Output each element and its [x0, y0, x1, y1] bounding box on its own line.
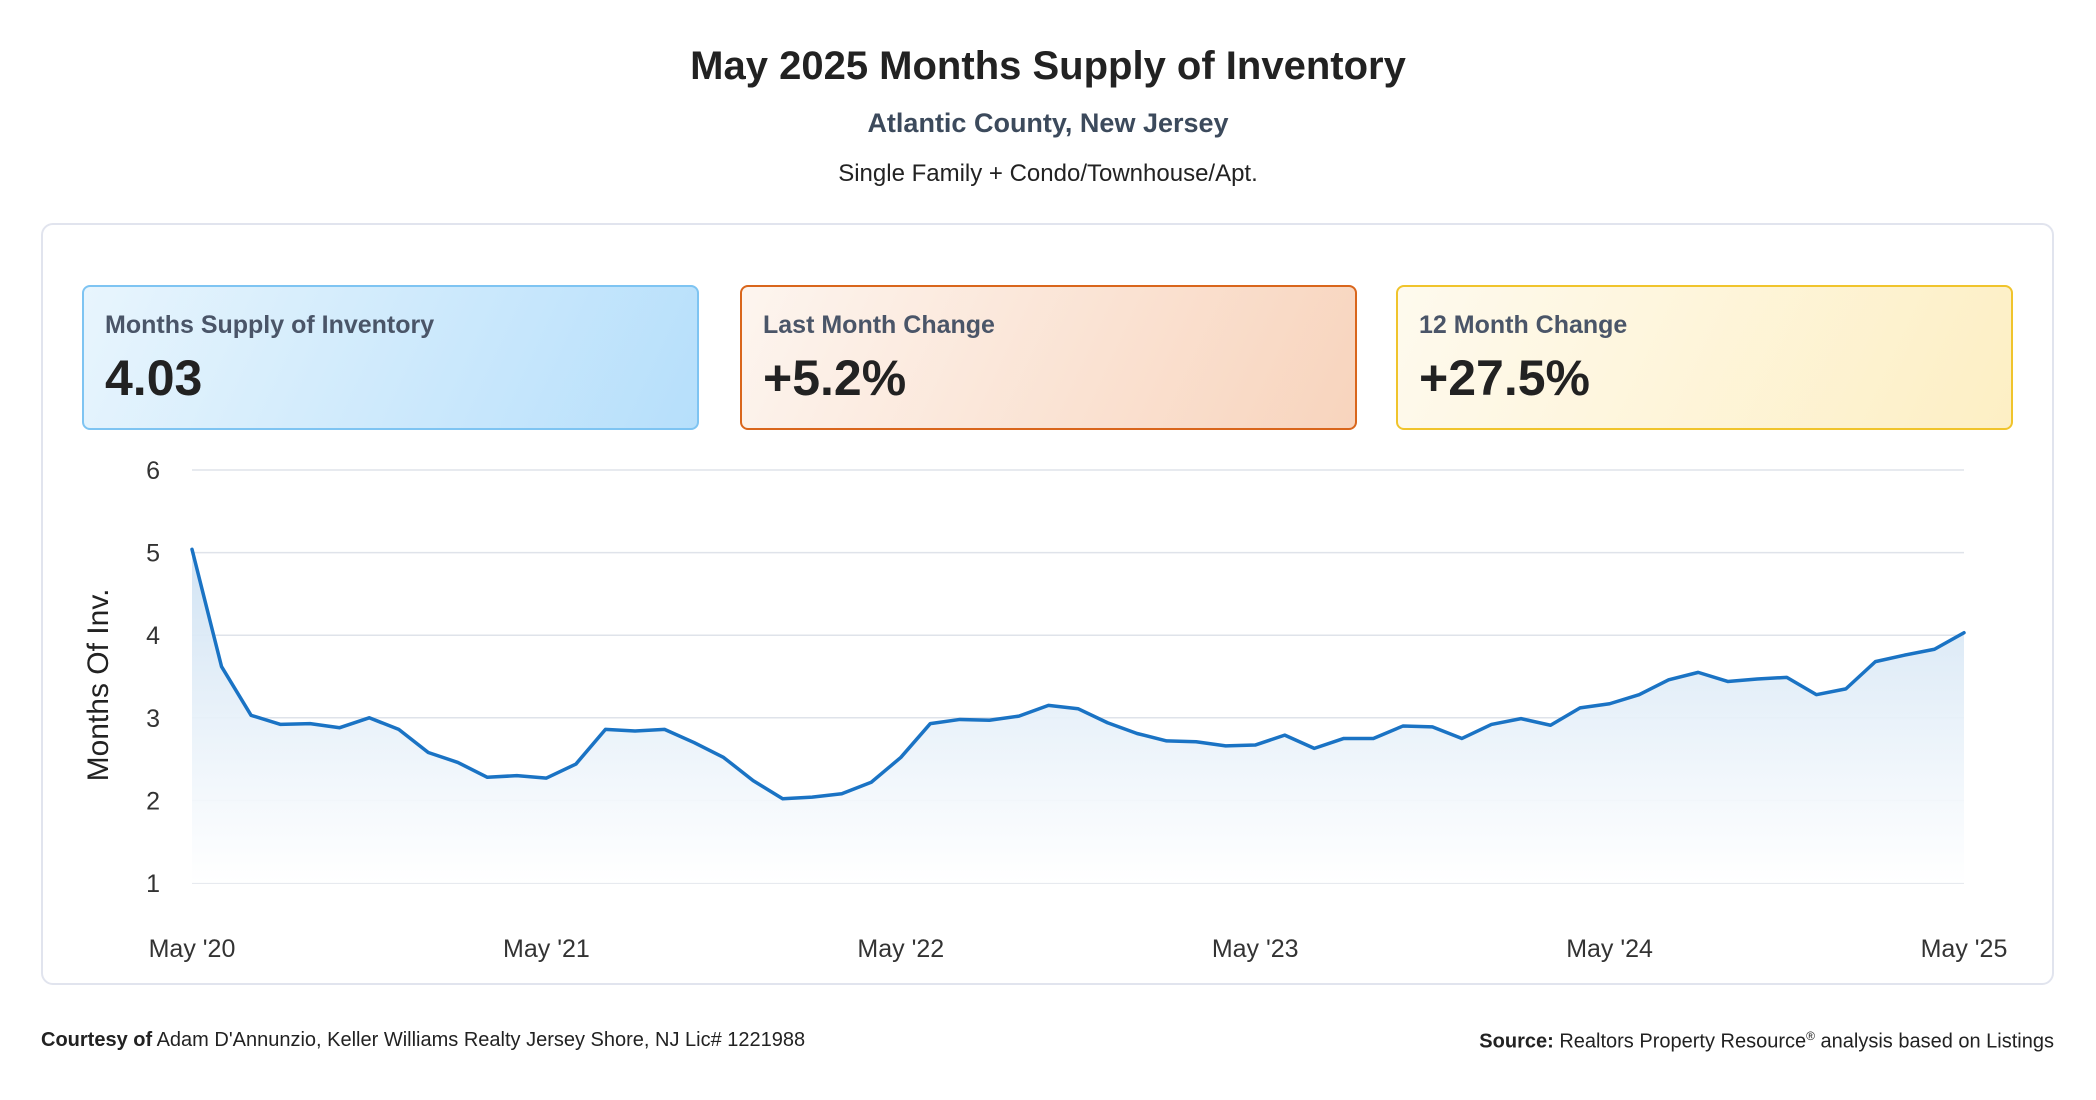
card-12-month-change: 12 Month Change +27.5% — [1396, 285, 2013, 430]
source-line: Source: Realtors Property Resource® anal… — [1479, 1029, 2054, 1054]
y-tick-label: 2 — [146, 787, 160, 815]
x-tick-label: May '24 — [1566, 935, 1653, 963]
series-line-path — [190, 547, 1966, 801]
courtesy-label: Courtesy of — [41, 1029, 153, 1051]
y-axis-ticks: 1 2 3 4 5 6 — [146, 457, 160, 898]
courtesy-text: Adam D'Annunzio, Keller Williams Realty … — [156, 1029, 806, 1051]
x-tick-label: May '20 — [149, 935, 236, 963]
y-tick-label: 1 — [146, 870, 160, 898]
card-last-month-change: Last Month Change +5.2% — [740, 285, 1357, 430]
y-axis-title: Months Of Inv. — [82, 589, 115, 782]
source-text-suffix: analysis based on Listings — [1820, 1030, 2054, 1053]
area-fill — [192, 549, 1964, 883]
card-label: Months Supply of Inventory — [105, 311, 435, 339]
card-label: Last Month Change — [763, 311, 995, 339]
card-value: +5.2% — [763, 350, 907, 406]
x-tick-label: May '22 — [857, 935, 944, 963]
y-tick-label: 5 — [146, 540, 160, 568]
card-value: +27.5% — [1419, 350, 1590, 406]
source-label: Source: — [1479, 1030, 1554, 1053]
y-tick-label: 6 — [146, 457, 160, 485]
x-tick-label: May '21 — [503, 935, 590, 963]
y-tick-label: 3 — [146, 705, 160, 733]
x-axis-ticks: May '20 May '21 May '22 May '23 May '24 May '… — [149, 935, 2008, 963]
area-fill-path — [192, 549, 1964, 883]
courtesy-line: Courtesy of Adam D'Annunzio, Keller Will… — [41, 1029, 805, 1052]
y-tick-label: 4 — [146, 622, 160, 650]
property-types: Single Family + Condo/Townhouse/Apt. — [838, 160, 1258, 187]
card-months-supply: Months Supply of Inventory 4.03 — [82, 285, 699, 430]
card-value: 4.03 — [105, 350, 203, 406]
registered-mark: ® — [1806, 1029, 1815, 1043]
series-line — [190, 547, 1966, 801]
x-tick-label: May '23 — [1212, 935, 1299, 963]
source-text: Realtors Property Resource — [1559, 1030, 1807, 1053]
page-subtitle: Atlantic County, New Jersey — [867, 108, 1229, 138]
page-title: May 2025 Months Supply of Inventory — [690, 44, 1406, 88]
x-tick-label: May '25 — [1921, 935, 2008, 963]
card-label: 12 Month Change — [1419, 311, 1628, 339]
